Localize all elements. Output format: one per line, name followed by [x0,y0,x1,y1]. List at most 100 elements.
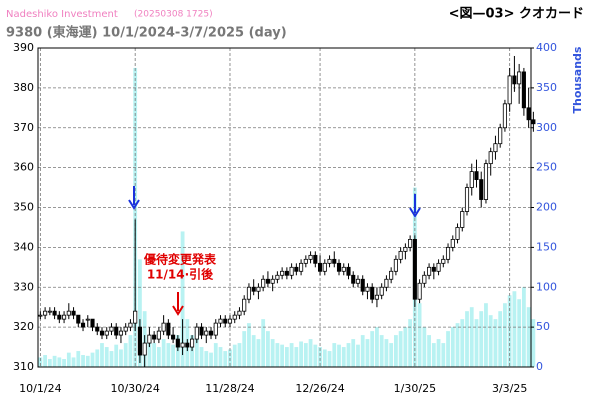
volume-bar [266,331,270,367]
candle-body [412,238,417,300]
candle-body [498,127,503,145]
candle-body [531,119,536,125]
volume-bar [431,343,436,367]
candle-body [175,338,180,348]
candle-body [204,330,209,336]
volume-bar [493,319,498,367]
volume-bar [512,291,517,367]
candle-body [488,151,493,165]
candle-body [185,342,190,348]
candle-body [445,246,451,260]
candle-body [464,187,470,212]
candle-body [460,211,465,228]
candle-body [431,266,436,272]
volume-bar [237,343,242,367]
candle-body [114,326,119,336]
candle-body [43,310,48,316]
candle-body [99,330,105,336]
volume-bar [247,323,251,367]
volume-bar [394,335,398,367]
candle-body [52,310,57,316]
candle-body [57,314,62,320]
volume-bar [81,355,85,367]
source: Nadeshiko Investment [6,9,118,20]
volume-bar [417,303,422,367]
volume-bar [365,339,370,367]
candle-body [118,330,124,336]
volume-bar [213,343,218,367]
volume-bar [351,339,356,367]
volume-bar [488,315,493,367]
plot-area: 310 320 330 340 350 360 370 380 390 0 50 100 150 200 2… [13,41,557,395]
candle-body [403,246,408,252]
candle-body [261,278,266,288]
volume-bar [289,343,294,367]
volume-bar [76,351,81,367]
volume-bar [517,299,522,367]
volume-bar [498,311,503,367]
y2-tick-label: 50 [536,320,550,333]
chart-title: <図—03> クオカード [449,7,584,22]
x-tick-label: 10/30/24 [110,382,159,395]
y-tick-label: 330 [13,280,34,293]
volume-bar [507,295,512,367]
arrow [172,292,184,316]
volume-bar [299,341,303,367]
volume-bar [308,339,313,367]
volume-bar [389,343,394,367]
candle-body [374,294,379,300]
candle-body [66,310,71,316]
volume-bar [62,359,66,367]
candle-body [62,314,67,320]
y2-tick-label: 400 [536,41,557,54]
candle-body [227,318,233,324]
y2-tick-label: 200 [536,201,557,214]
volume-bar [152,343,157,367]
candle-body [76,314,81,324]
candle-body [133,310,138,324]
annotations: 優待変更発表 11/14·引後 [128,186,421,316]
candle-body [38,314,43,317]
y-tick-label: 340 [13,240,34,253]
candle-body [493,143,498,153]
candle-body [450,238,455,248]
candle-body [360,278,365,292]
candle-body [427,266,432,276]
x-tick-label: 12/26/24 [295,382,344,395]
volume-bar [455,323,460,367]
volume-bar [327,351,332,367]
volume-bar [422,327,427,367]
subtitle: 9380 (東海運) 10/1/2024-3/7/2025 (day) [6,25,287,41]
volume-bar [57,357,62,367]
annotation: 優待変更発表 [143,252,217,267]
plot-border [37,47,532,368]
volume-bar [384,339,389,367]
candle-body [294,266,299,272]
candle-body [280,270,285,276]
candle-body [365,286,370,292]
candle-body [71,310,76,316]
volume-bar [218,347,223,367]
volume-bar [403,327,408,367]
candle-body [393,258,398,272]
candle-body [109,326,114,332]
candle-body [213,322,218,336]
candle-body [199,326,204,336]
y-tick-label: 370 [13,121,34,134]
candle-body [223,318,228,324]
volume-bar [280,344,285,367]
y-tick-label: 350 [13,201,34,214]
x-tick-label: 3/3/25 [492,382,527,395]
candle-body [422,274,427,284]
candle-body [389,270,394,280]
candle-body [455,227,460,240]
volume-bar [180,231,185,367]
volume-bar [171,344,175,367]
candle-body [142,342,147,356]
candle-body [322,262,327,272]
candle-body [147,334,152,344]
volume-bar [43,355,48,367]
candle-body [161,322,166,332]
candle-body [303,258,308,264]
